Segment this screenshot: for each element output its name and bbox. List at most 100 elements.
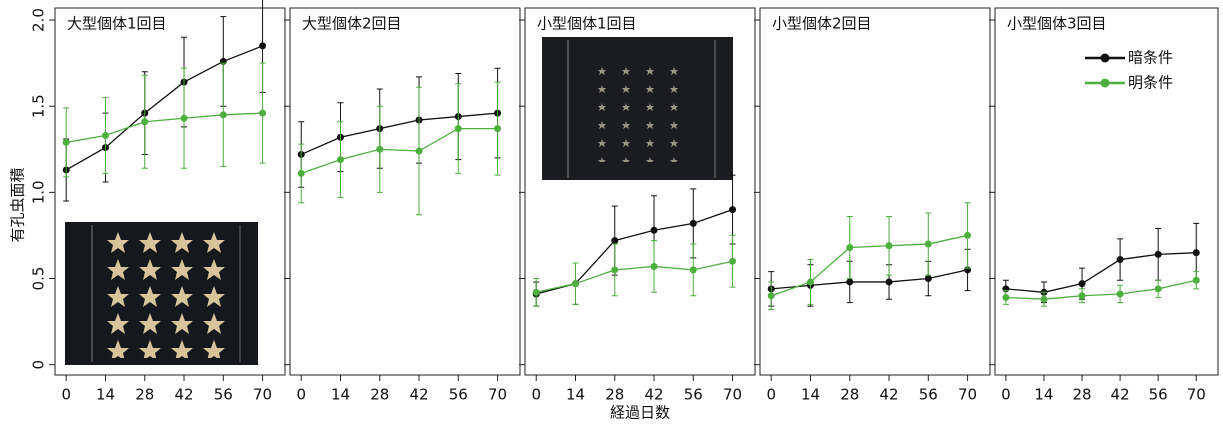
y-tick-label: 1.0 bbox=[30, 180, 48, 204]
x-tick-label: 42 bbox=[879, 386, 898, 404]
y-tick-label: 0.5 bbox=[30, 267, 48, 291]
data-point bbox=[611, 266, 618, 273]
data-point bbox=[141, 118, 148, 125]
data-point bbox=[181, 115, 188, 122]
x-tick-label: 0 bbox=[531, 386, 541, 404]
x-tick-label: 56 bbox=[1149, 386, 1168, 404]
data-point bbox=[455, 125, 462, 132]
data-point bbox=[1079, 292, 1086, 299]
data-point bbox=[886, 278, 893, 285]
data-point bbox=[846, 244, 853, 251]
data-point bbox=[494, 125, 501, 132]
legend-label: 明条件 bbox=[1128, 74, 1173, 92]
data-point bbox=[651, 263, 658, 270]
data-point bbox=[690, 266, 697, 273]
series-line bbox=[536, 261, 732, 292]
chart: 大型個体1回目 0 0.5 1.0 1.5 2.0 0 14 28 42 56 70 有孔虫面積 大型個体… bbox=[0, 0, 1223, 425]
x-tick-label: 42 bbox=[174, 386, 193, 404]
series bbox=[768, 249, 971, 306]
y-tick-label: 2.0 bbox=[30, 8, 48, 32]
x-tick-label: 14 bbox=[331, 386, 350, 404]
x-tick-label: 28 bbox=[1072, 386, 1091, 404]
data-point bbox=[729, 206, 736, 213]
data-point bbox=[102, 132, 109, 139]
x-tick-label: 0 bbox=[766, 386, 776, 404]
panel-title: 大型個体2回目 bbox=[302, 15, 402, 33]
data-point bbox=[925, 241, 932, 248]
data-point bbox=[964, 232, 971, 239]
data-point bbox=[1155, 285, 1162, 292]
x-tick-label: 0 bbox=[296, 386, 306, 404]
data-point bbox=[1193, 277, 1200, 284]
data-point bbox=[846, 278, 853, 285]
series bbox=[1002, 272, 1199, 306]
x-tick-label: 70 bbox=[723, 386, 742, 404]
panel-frame bbox=[760, 8, 990, 375]
series bbox=[298, 82, 501, 215]
data-point bbox=[259, 110, 266, 117]
series bbox=[63, 63, 266, 177]
y-tick-label: 0 bbox=[30, 360, 48, 370]
series-line bbox=[66, 46, 262, 170]
series-line bbox=[1006, 280, 1196, 299]
series bbox=[533, 235, 736, 306]
series-line bbox=[301, 113, 497, 154]
photo-inset bbox=[65, 222, 258, 365]
x-tick-label: 56 bbox=[684, 386, 703, 404]
data-point bbox=[533, 289, 540, 296]
series bbox=[1002, 223, 1199, 302]
photo-inset bbox=[542, 37, 733, 180]
data-point bbox=[298, 170, 305, 177]
series-line bbox=[301, 129, 497, 174]
data-point bbox=[1079, 280, 1086, 287]
data-point bbox=[925, 275, 932, 282]
data-point bbox=[416, 148, 423, 155]
series-line bbox=[536, 210, 732, 294]
x-tick-label: 14 bbox=[566, 386, 585, 404]
data-point bbox=[1002, 294, 1009, 301]
x-tick-label: 14 bbox=[1034, 386, 1053, 404]
panel-frame bbox=[995, 8, 1218, 375]
x-tick-label: 70 bbox=[1187, 386, 1206, 404]
data-point bbox=[63, 139, 70, 146]
x-tick-label: 0 bbox=[1001, 386, 1011, 404]
data-point bbox=[1040, 296, 1047, 303]
x-tick-label: 56 bbox=[214, 386, 233, 404]
data-point bbox=[259, 42, 266, 49]
x-tick-label: 42 bbox=[409, 386, 428, 404]
data-point bbox=[572, 280, 579, 287]
panel-title: 小型個体2回目 bbox=[772, 15, 872, 33]
x-tick-label: 42 bbox=[1111, 386, 1130, 404]
data-point bbox=[651, 227, 658, 234]
x-tick-label: 70 bbox=[253, 386, 272, 404]
y-tick-label: 1.5 bbox=[30, 94, 48, 118]
x-tick-label: 70 bbox=[488, 386, 507, 404]
x-tick-label: 28 bbox=[135, 386, 154, 404]
x-tick-label: 14 bbox=[801, 386, 820, 404]
x-tick-label: 28 bbox=[605, 386, 624, 404]
panel-title: 大型個体1回目 bbox=[67, 15, 167, 33]
panel-title: 小型個体1回目 bbox=[537, 15, 637, 33]
panel-title: 小型個体3回目 bbox=[1007, 15, 1107, 33]
data-point bbox=[220, 111, 227, 118]
legend-marker bbox=[1101, 54, 1110, 63]
series bbox=[768, 203, 971, 310]
x-tick-label: 56 bbox=[919, 386, 938, 404]
y-axis-label: 有孔虫面積 bbox=[9, 167, 27, 242]
data-point bbox=[729, 258, 736, 265]
x-axis-label: 経過日数 bbox=[610, 404, 670, 422]
data-point bbox=[807, 278, 814, 285]
x-tick-label: 56 bbox=[449, 386, 468, 404]
x-tick-label: 42 bbox=[644, 386, 663, 404]
legend-label: 暗条件 bbox=[1128, 49, 1173, 67]
data-point bbox=[886, 242, 893, 249]
x-tick-label: 0 bbox=[61, 386, 71, 404]
x-tick-label: 28 bbox=[840, 386, 859, 404]
data-point bbox=[337, 156, 344, 163]
x-tick-label: 70 bbox=[958, 386, 977, 404]
data-point bbox=[690, 220, 697, 227]
series-line bbox=[66, 113, 262, 142]
data-point bbox=[768, 292, 775, 299]
data-point bbox=[376, 146, 383, 153]
panel-frame bbox=[290, 8, 520, 375]
